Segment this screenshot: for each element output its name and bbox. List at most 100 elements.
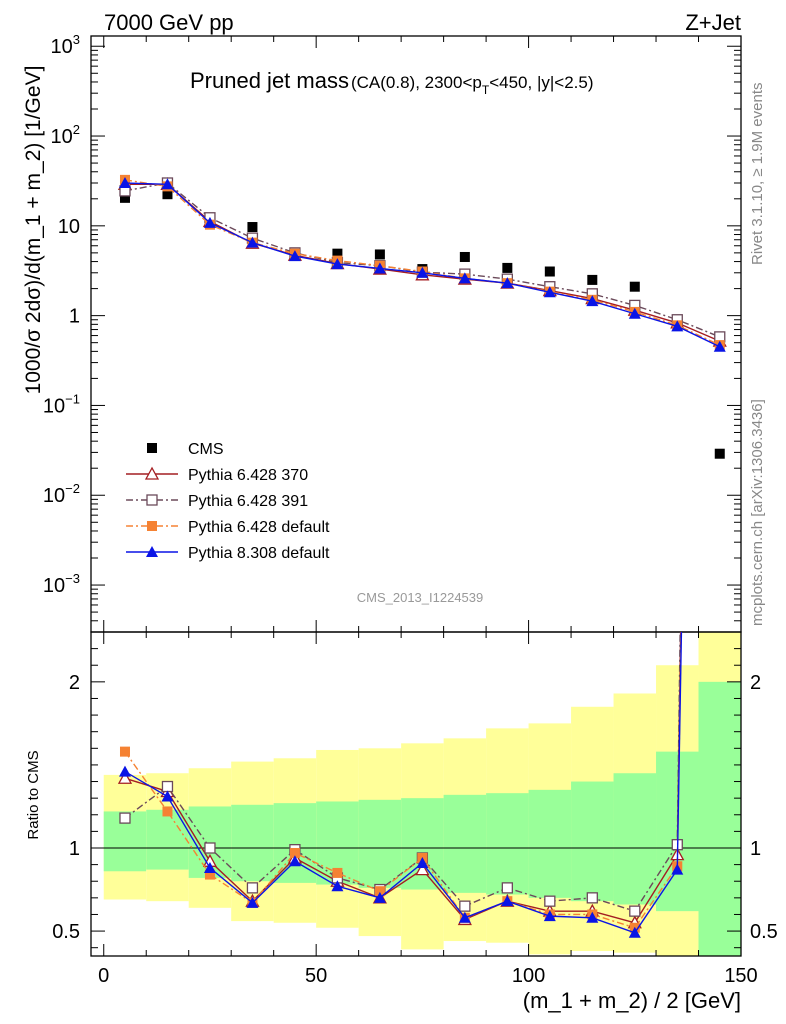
header-process: Z+Jet	[685, 10, 741, 35]
data-point	[118, 765, 131, 777]
data-point	[119, 192, 130, 203]
data-point	[501, 882, 513, 894]
data-point	[119, 812, 131, 824]
data-point	[203, 216, 216, 228]
plot-title: Pruned jet mass (CA(0.8), 2300<pT<450, |y…	[190, 68, 594, 97]
data-point	[119, 746, 130, 757]
data-point	[161, 780, 174, 793]
data-point	[501, 277, 514, 289]
y-tick-label: 102	[51, 122, 80, 148]
ratio-uncertainty-bands	[103, 632, 741, 956]
data-point	[373, 891, 386, 903]
data-point	[713, 340, 726, 352]
data-point	[146, 546, 158, 557]
main-panel-series	[117, 174, 727, 459]
legend-label: Pythia 6.428 391	[188, 493, 308, 510]
data-point	[586, 295, 599, 307]
data-point	[586, 892, 598, 904]
legend: CMS Pythia 6.428 370 Pythia 6.428 391 Pythi…	[126, 441, 330, 562]
data-point	[629, 281, 640, 292]
data-point	[288, 855, 301, 867]
data-point	[147, 521, 157, 531]
ratio-y-tick-label-right: 0.5	[750, 921, 778, 943]
series-pythia-8-308-default	[118, 176, 726, 352]
data-point	[146, 494, 158, 506]
y-tick-label: 10−1	[43, 391, 80, 417]
green-band-bin	[443, 794, 487, 893]
analysis-watermark: CMS_2013_I1224539	[357, 590, 484, 605]
x-tick-label: 50	[305, 965, 327, 987]
data-point	[374, 886, 385, 897]
data-point	[586, 911, 599, 923]
data-point	[416, 856, 429, 868]
ratio-y-tick-label: 0.5	[52, 921, 80, 943]
data-point	[203, 861, 216, 873]
data-point	[628, 926, 641, 938]
data-point	[459, 251, 470, 262]
data-point	[458, 911, 471, 923]
green-band-bin	[486, 793, 529, 895]
ratio-y-tick-label-right: 1	[750, 838, 761, 860]
data-point	[415, 862, 430, 876]
legend-entry: Pythia 6.428 370	[126, 466, 308, 484]
data-point	[246, 896, 259, 908]
green-band-bin	[528, 789, 572, 898]
data-point	[628, 307, 641, 319]
legend-label: Pythia 6.428 370	[188, 467, 308, 484]
data-point	[161, 790, 174, 802]
data-point	[544, 895, 556, 907]
data-point	[587, 274, 598, 285]
data-point	[332, 248, 343, 259]
data-point	[374, 249, 385, 260]
green-band-bin	[613, 773, 657, 905]
series-pythia-6-428-370	[117, 176, 727, 347]
data-point	[459, 900, 471, 912]
data-point	[714, 448, 725, 459]
x-tick-label: 0	[98, 965, 109, 987]
legend-entry: Pythia 8.308 default	[126, 545, 330, 562]
series-line	[124, 632, 682, 929]
green-band-bin	[571, 781, 614, 902]
data-point	[331, 258, 344, 270]
green-band-bin	[698, 681, 741, 956]
ratio-y-tick-label-right: 2	[750, 672, 761, 694]
y-tick-label: 10−3	[43, 571, 80, 597]
data-point	[671, 320, 684, 332]
legend-label: Pythia 6.428 default	[188, 519, 330, 536]
data-point	[118, 176, 131, 188]
data-point	[246, 882, 259, 894]
x-axis-label: (m_1 + m_2) / 2 [GeV]	[523, 988, 741, 1013]
legend-entry: CMS	[147, 441, 224, 458]
data-point	[671, 863, 684, 875]
data-point	[162, 189, 173, 200]
green-band-bin	[358, 799, 402, 888]
data-point	[543, 910, 556, 922]
y-tick-label: 10−2	[43, 481, 80, 507]
header-energy: 7000 GeV pp	[104, 10, 234, 35]
green-band-bin	[231, 804, 274, 882]
data-point	[502, 262, 513, 273]
data-point	[458, 272, 471, 284]
y-tick-label: 1	[69, 306, 80, 328]
data-point	[247, 222, 258, 233]
legend-entry: Pythia 6.428 default	[126, 519, 330, 536]
data-point	[117, 770, 133, 784]
data-point	[416, 266, 429, 278]
ratio-y-axis-label: Ratio to CMS	[25, 750, 42, 839]
y-tick-label: 10	[58, 216, 80, 238]
legend-label: Pythia 8.308 default	[188, 545, 330, 562]
rivet-version-label: Rivet 3.1.10, ≥ 1.9M events	[749, 83, 766, 266]
ratio-y-tick-label: 1	[69, 838, 80, 860]
data-point	[161, 178, 174, 190]
data-point	[289, 847, 300, 858]
x-tick-label: 100	[512, 965, 545, 987]
main-frame	[90, 35, 742, 633]
data-point	[501, 895, 514, 907]
data-point	[246, 236, 259, 248]
axes: 0 50 100 150 10−3 10−2 10−1 1 10 102 103 0.5 0.5 1 1 2 2	[43, 32, 778, 987]
data-point	[543, 286, 556, 298]
series-pythia-8-308-default	[118, 632, 684, 938]
y-tick-label: 103	[51, 32, 80, 58]
data-point	[332, 867, 343, 878]
